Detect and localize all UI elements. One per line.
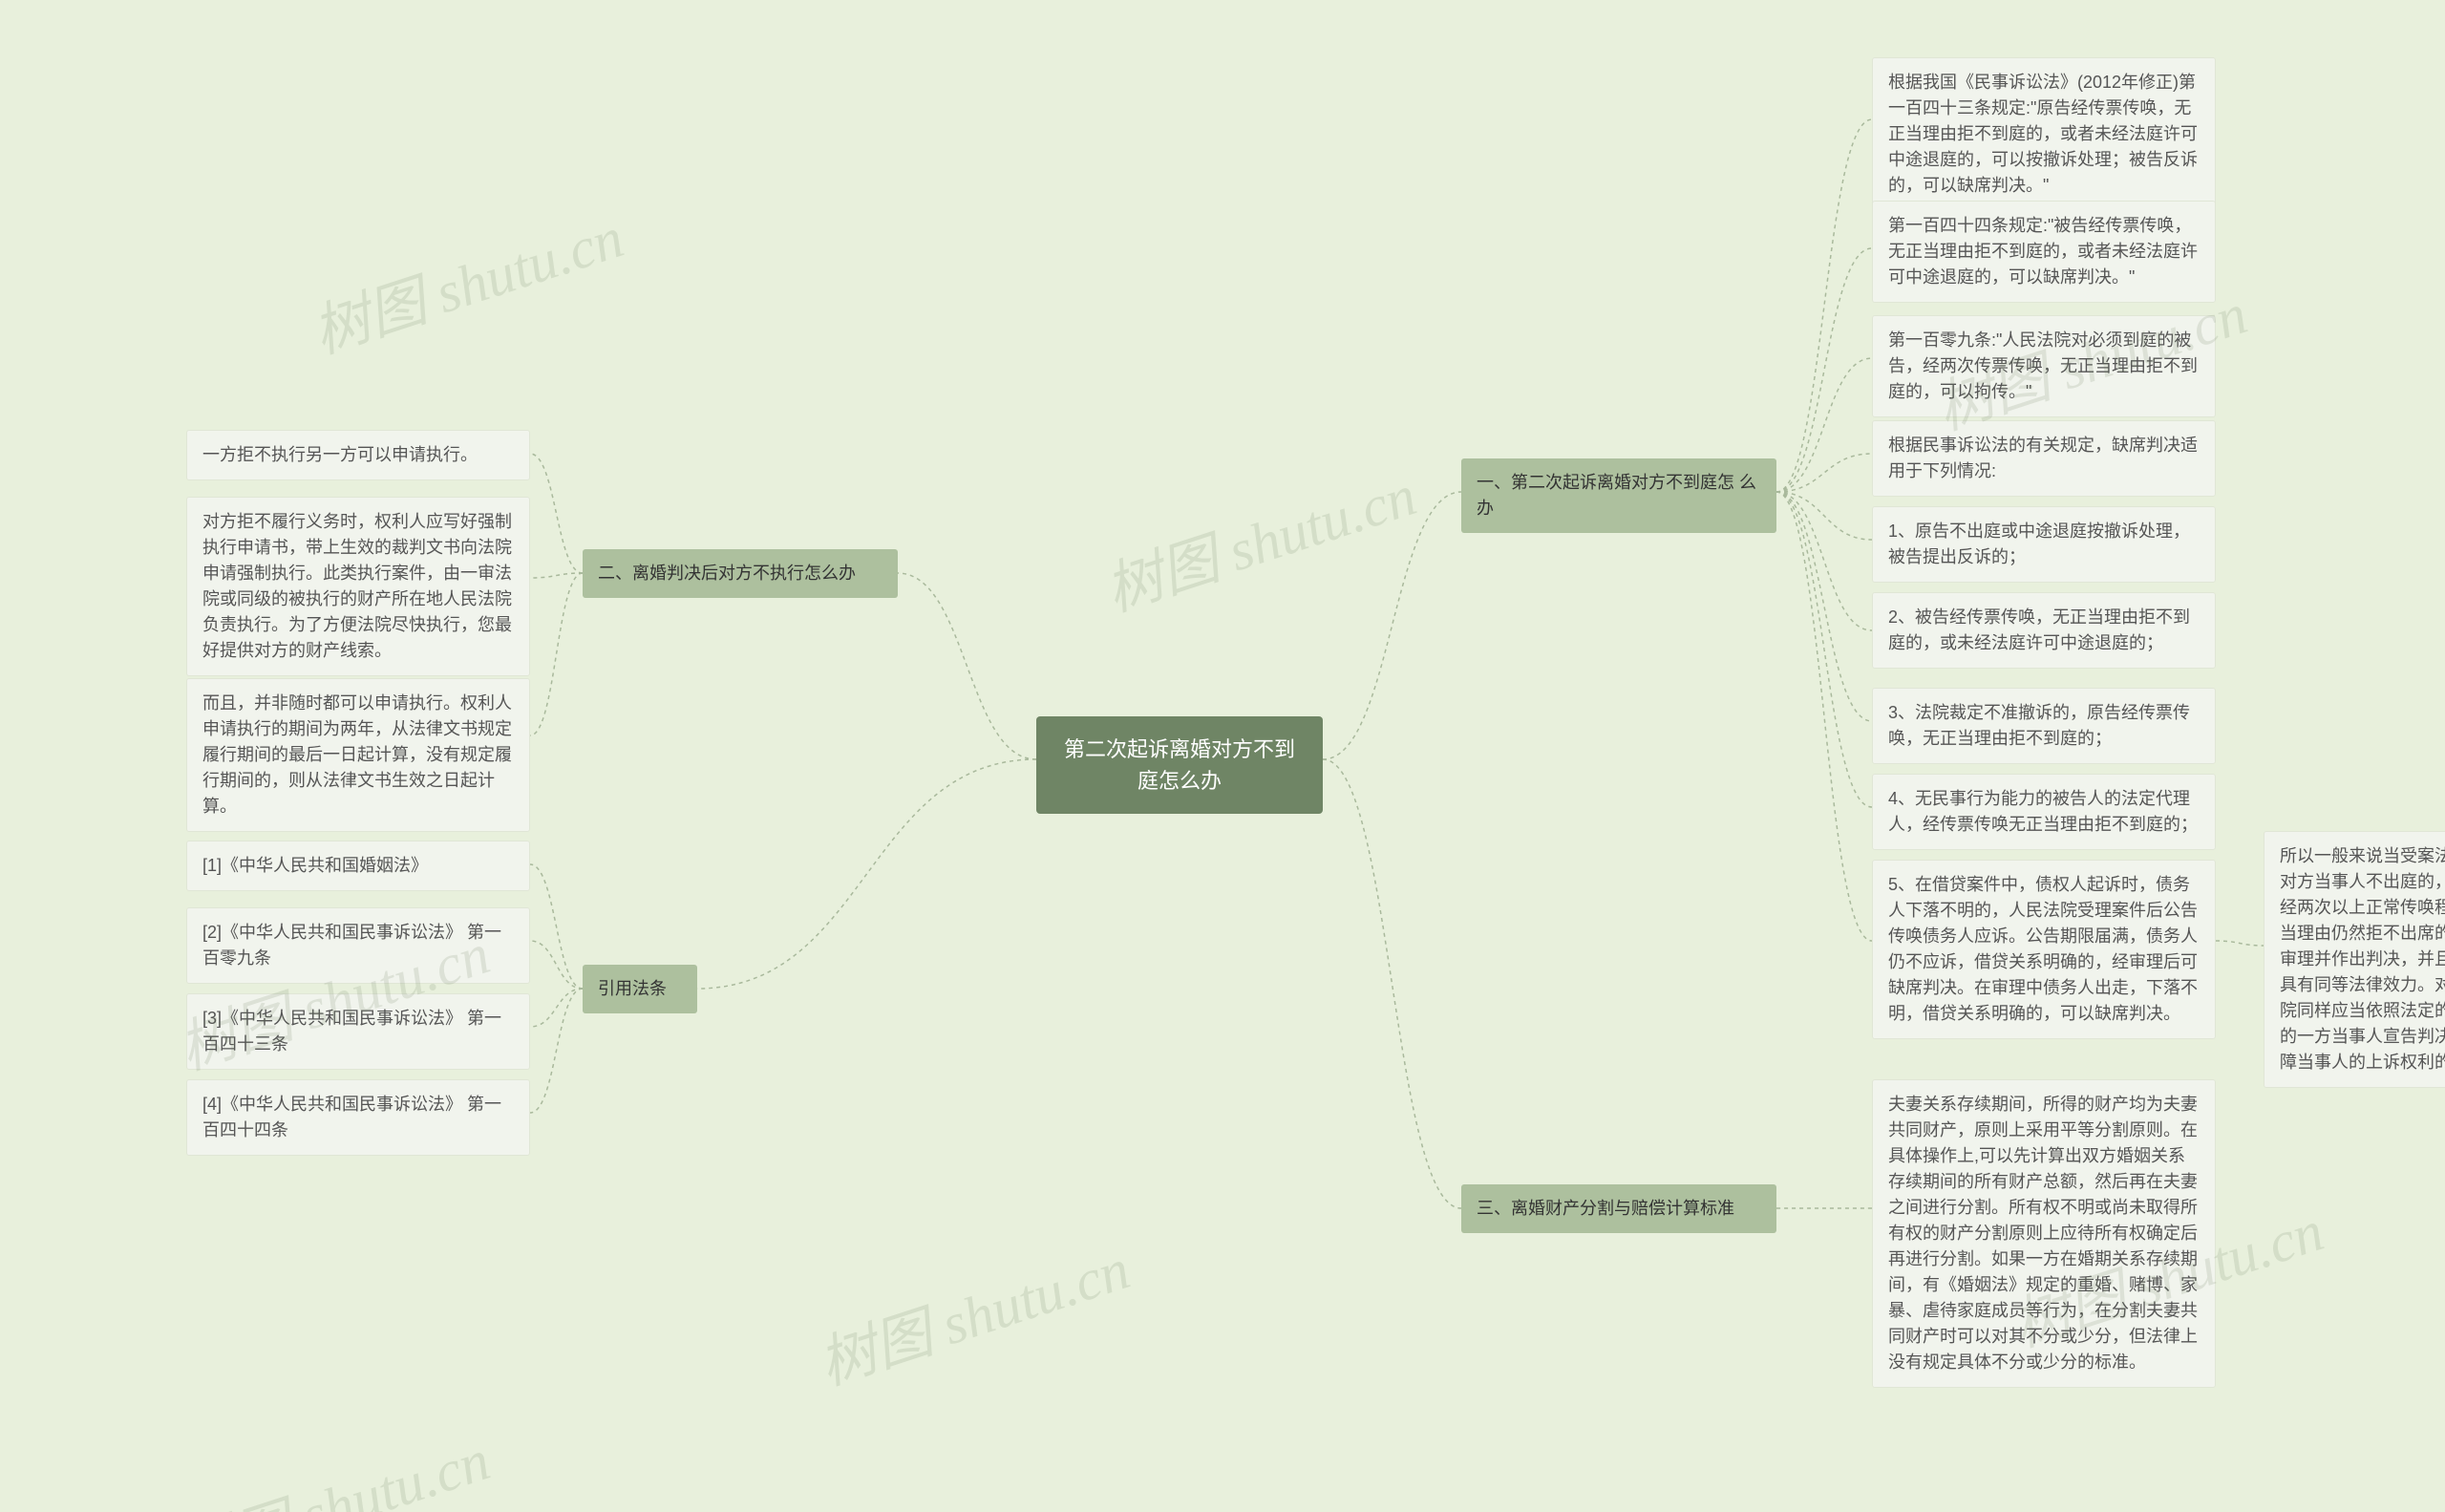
leaf-node: 3、法院裁定不准撤诉的，原告经传票传唤，无正当理由拒不到庭的； [1872, 688, 2216, 764]
watermark: 树图 shutu.cn [807, 1223, 1138, 1401]
leaf-node: [3]《中华人民共和国民事诉讼法》 第一百四十三条 [186, 993, 530, 1070]
leaf-node: 第一百四十四条规定:"被告经传票传唤，无正当理由拒不到庭的，或者未经法庭许可中途… [1872, 201, 2216, 303]
leaf-node: 所以一般来说当受案法院正常送达传票后，对方当事人不出庭的，法院可再次传唤，如经两… [2264, 831, 2445, 1088]
leaf-node: 4、无民事行为能力的被告人的法定代理人，经传票传唤无正当理由拒不到庭的； [1872, 774, 2216, 850]
leaf-node: 5、在借贷案件中，债权人起诉时，债务人下落不明的，人民法院受理案件后公告传唤债务… [1872, 860, 2216, 1039]
branch-node: 引用法条 [583, 965, 697, 1013]
branch-node: 二、离婚判决后对方不执行怎么办 [583, 549, 898, 598]
leaf-node: 根据民事诉讼法的有关规定，缺席判决适用于下列情况: [1872, 420, 2216, 497]
leaf-node: 对方拒不履行义务时，权利人应写好强制执行申请书，带上生效的裁判文书向法院申请强制… [186, 497, 530, 676]
leaf-node: [4]《中华人民共和国民事诉讼法》 第一百四十四条 [186, 1079, 530, 1156]
leaf-node: 夫妻关系存续期间，所得的财产均为夫妻共同财产，原则上采用平等分割原则。在具体操作… [1872, 1079, 2216, 1388]
watermark: 树图 shutu.cn [1094, 449, 1425, 628]
leaf-node: [1]《中华人民共和国婚姻法》 [186, 841, 530, 891]
leaf-node: 一方拒不执行另一方可以申请执行。 [186, 430, 530, 480]
leaf-node: [2]《中华人民共和国民事诉讼法》 第一百零九条 [186, 907, 530, 984]
leaf-node: 而且，并非随时都可以申请执行。权利人申请执行的期间为两年，从法律文书规定履行期间… [186, 678, 530, 832]
leaf-node: 2、被告经传票传唤，无正当理由拒不到庭的，或未经法庭许可中途退庭的； [1872, 592, 2216, 669]
watermark: 树图 shutu.cn [301, 191, 632, 370]
root-node: 第二次起诉离婚对方不到 庭怎么办 [1036, 716, 1323, 814]
branch-node: 一、第二次起诉离婚对方不到庭怎 么办 [1461, 458, 1776, 533]
branch-node: 三、离婚财产分割与赔偿计算标准 [1461, 1184, 1776, 1233]
leaf-node: 第一百零九条:"人民法院对必须到庭的被告，经两次传票传唤，无正当理由拒不到庭的，… [1872, 315, 2216, 417]
watermark: 树图 shutu.cn [167, 1414, 499, 1512]
leaf-node: 1、原告不出庭或中途退庭按撤诉处理，被告提出反诉的； [1872, 506, 2216, 583]
leaf-node: 根据我国《民事诉讼法》(2012年修正)第一百四十三条规定:"原告经传票传唤，无… [1872, 57, 2216, 211]
